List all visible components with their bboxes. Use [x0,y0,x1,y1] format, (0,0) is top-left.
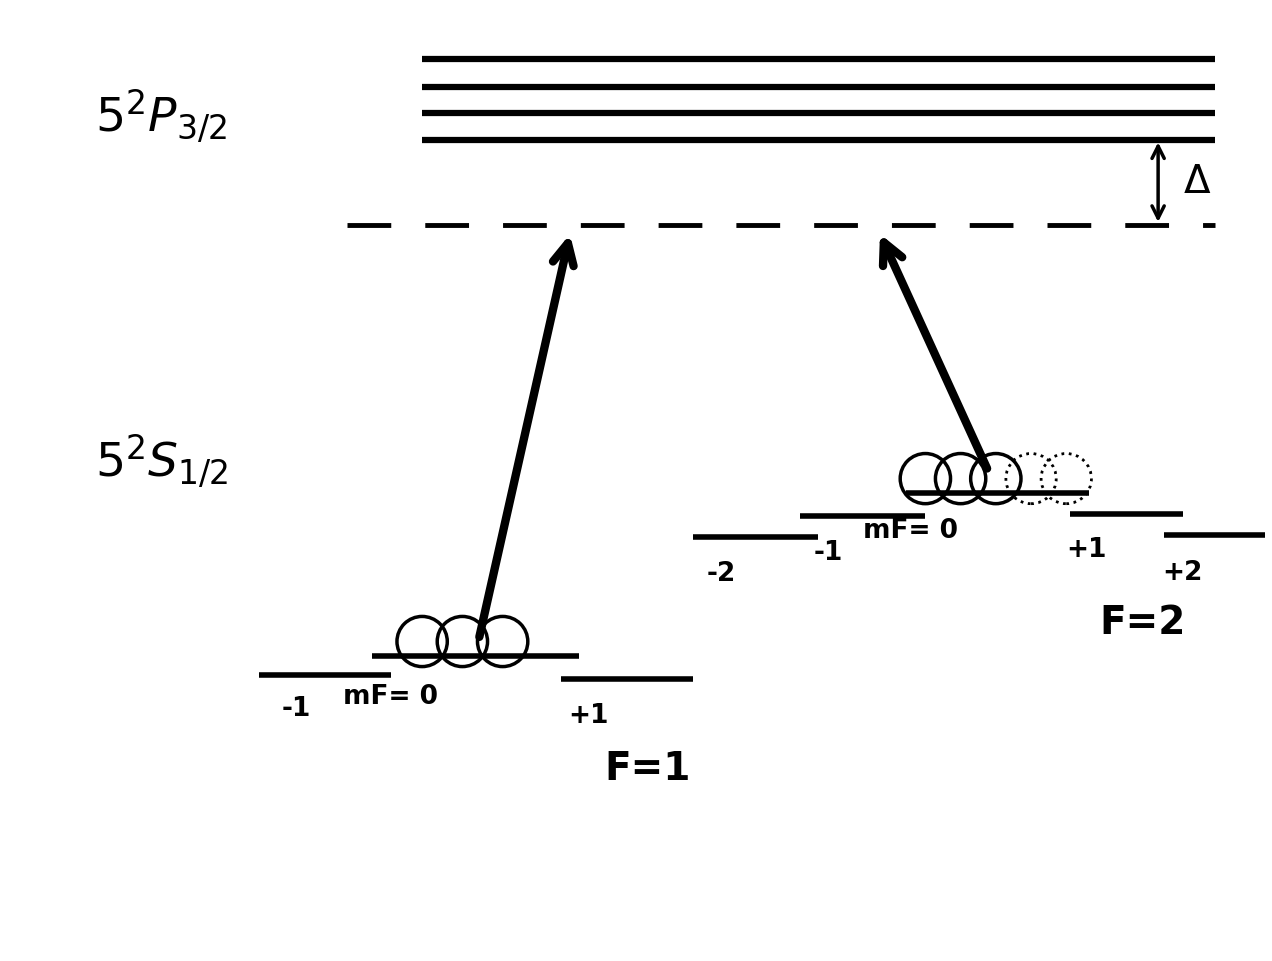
Text: +2: +2 [1161,560,1202,586]
Text: F=2: F=2 [1099,604,1186,642]
Text: F=1: F=1 [604,751,691,788]
Text: $5^2S_{1/2}$: $5^2S_{1/2}$ [95,432,229,490]
Text: -2: -2 [707,561,736,587]
Text: mF= 0: mF= 0 [343,684,438,710]
Text: $\Delta$: $\Delta$ [1183,163,1211,201]
Text: $5^2P_{3/2}$: $5^2P_{3/2}$ [95,87,226,145]
Text: -1: -1 [814,540,843,566]
Text: +1: +1 [1066,537,1107,563]
Text: +1: +1 [567,703,608,729]
Text: mF= 0: mF= 0 [862,518,958,544]
Text: -1: -1 [281,697,310,723]
